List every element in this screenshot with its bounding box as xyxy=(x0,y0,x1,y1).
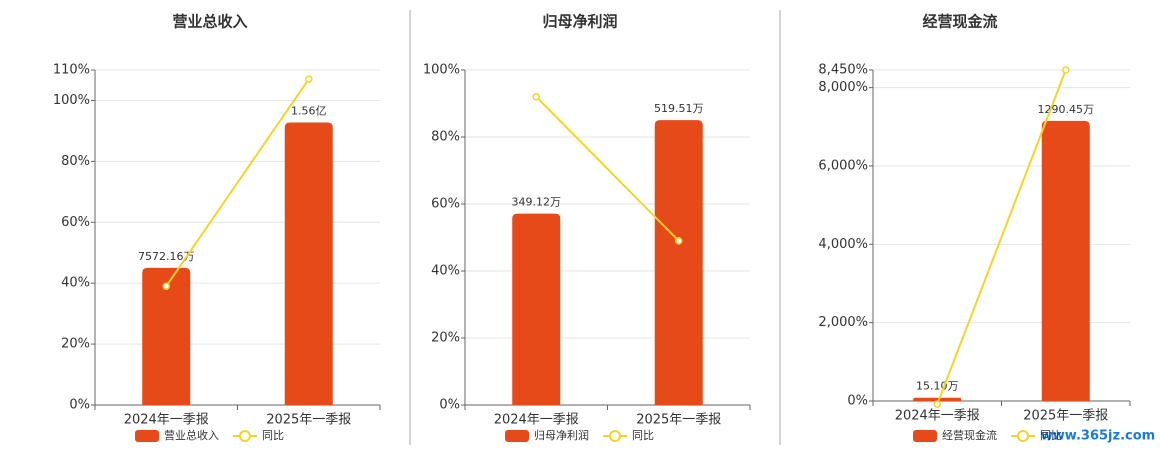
legend-swatch xyxy=(1017,430,1029,442)
y-tick-label: 80% xyxy=(61,154,90,169)
x-tick-label: 2024年一季报 xyxy=(895,409,980,424)
legend-label: 归母净利润 xyxy=(534,428,589,442)
y-tick-label: 0% xyxy=(847,394,868,409)
y-tick-label: 8,450% xyxy=(818,63,868,78)
y-tick-label: 80% xyxy=(431,130,460,145)
line xyxy=(936,69,1067,405)
value-label: 1290.45万 xyxy=(1038,103,1095,116)
line xyxy=(165,78,310,287)
x-tick-label: 2025年一季报 xyxy=(636,413,721,428)
chart-title: 经营现金流 xyxy=(922,13,997,31)
legend-swatch xyxy=(913,430,937,442)
y-tick-label: 0% xyxy=(439,398,460,413)
chart-title: 营业总收入 xyxy=(172,13,247,31)
y-tick-label: 60% xyxy=(61,215,90,230)
value-label: 7572.16万 xyxy=(138,250,195,263)
y-tick-label: 40% xyxy=(431,264,460,279)
y-tick-label: 100% xyxy=(53,93,90,108)
x-tick-label: 2025年一季报 xyxy=(266,413,351,428)
y-tick-label: 8,000% xyxy=(818,80,868,95)
x-tick-label: 2024年一季报 xyxy=(494,413,579,428)
value-label: 519.51万 xyxy=(654,102,704,115)
y-tick-label: 6,000% xyxy=(818,158,868,173)
legend-label: 营业总收入 xyxy=(164,428,219,442)
y-tick-label: 0% xyxy=(69,398,90,413)
y-tick-label: 2,000% xyxy=(818,315,868,330)
point xyxy=(933,400,941,408)
bar xyxy=(512,213,561,405)
point xyxy=(305,75,313,83)
legend-swatch xyxy=(239,430,251,442)
legend-label: 同比 xyxy=(262,429,284,442)
line xyxy=(535,96,680,242)
bar xyxy=(142,267,191,405)
value-label: 349.12万 xyxy=(512,196,562,209)
bar xyxy=(1041,120,1090,402)
chart-title: 归母净利润 xyxy=(542,13,617,31)
value-label: 15.10万 xyxy=(916,380,959,393)
point xyxy=(532,93,540,101)
legend-label: 同比 xyxy=(1040,429,1062,442)
point xyxy=(1062,66,1070,74)
y-tick-label: 100% xyxy=(423,63,460,78)
bar xyxy=(913,397,962,401)
legend-swatch xyxy=(609,430,621,442)
y-tick-label: 4,000% xyxy=(818,237,868,252)
legend-swatch xyxy=(135,430,159,442)
value-label: 1.56亿 xyxy=(291,105,327,118)
bar xyxy=(654,120,703,405)
legend-swatch xyxy=(505,430,529,442)
legend-label: 同比 xyxy=(632,429,654,442)
point xyxy=(675,237,683,245)
bar xyxy=(284,122,333,405)
watermark: www.365jz.com xyxy=(1041,429,1155,444)
y-tick-label: 40% xyxy=(61,276,90,291)
y-tick-label: 20% xyxy=(431,331,460,346)
y-tick-label: 20% xyxy=(61,337,90,352)
y-tick-label: 60% xyxy=(431,197,460,212)
legend-label: 经营现金流 xyxy=(942,428,997,442)
x-tick-label: 2024年一季报 xyxy=(124,413,209,428)
y-tick-label: 110% xyxy=(53,63,90,78)
x-tick-label: 2025年一季报 xyxy=(1023,409,1108,424)
point xyxy=(162,282,170,290)
